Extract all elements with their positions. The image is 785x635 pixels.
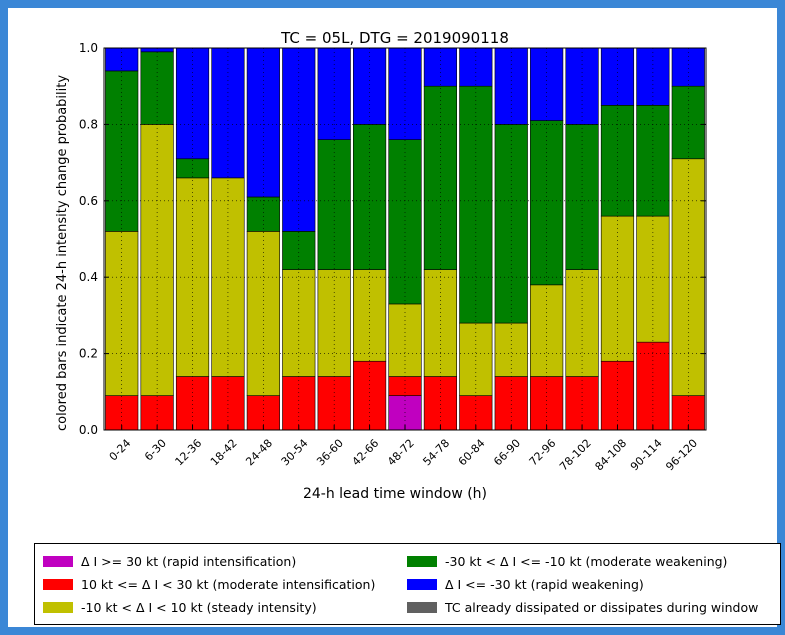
- bar-segment-mi-78-102: [565, 376, 599, 431]
- bar-segment-mi-84-108: [600, 360, 635, 431]
- x-tick-label: 6-30: [142, 437, 169, 464]
- y-tick-label: 0.2: [79, 347, 98, 361]
- bar-segment-si-72-96: [530, 284, 564, 377]
- legend-label: TC already dissipated or dissipates duri…: [445, 599, 759, 615]
- legend-swatch: [43, 578, 73, 590]
- legend-swatch: [407, 601, 437, 613]
- x-tick-label: 84-108: [593, 437, 630, 474]
- legend-item-rapid-weakening: Δ I <= -30 kt (rapid weakening): [407, 576, 644, 592]
- bar-segment-mw-54-78: [423, 85, 457, 270]
- bar-segment-rw-36-60: [317, 47, 351, 140]
- x-tick-label: 78-102: [557, 437, 594, 474]
- x-tick-label: 24-48: [243, 437, 275, 469]
- x-tick-label: 42-66: [350, 437, 382, 469]
- bar-segment-rw-60-84: [459, 47, 493, 87]
- bar-segment-si-60-84: [459, 322, 493, 396]
- x-tick-label: 30-54: [279, 437, 311, 469]
- bar-segment-rw-54-78: [423, 47, 457, 87]
- legend-label: -10 kt < Δ I < 10 kt (steady intensity): [81, 599, 317, 615]
- x-tick-label: 60-84: [456, 437, 488, 469]
- legend-item-rapid-intensification: Δ I >= 30 kt (rapid intensification): [43, 553, 296, 569]
- x-tick-label: 36-60: [314, 437, 346, 469]
- bar-segment-mw-96-120: [671, 85, 705, 160]
- bar-segment-mw-0-24: [105, 70, 139, 232]
- x-tick-label: 66-90: [491, 437, 523, 469]
- legend-swatch: [43, 601, 73, 613]
- legend-swatch: [407, 578, 437, 590]
- bar-segment-mi-12-36: [175, 376, 210, 431]
- x-tick-label: 90-114: [628, 437, 665, 474]
- legend-item-dissipated: TC already dissipated or dissipates duri…: [407, 599, 758, 615]
- x-tick-label: 48-72: [385, 437, 417, 469]
- bar-segment-si-0-24: [105, 231, 139, 396]
- y-tick-label: 0.8: [79, 117, 98, 131]
- bar-segment-mi-30-54: [282, 376, 316, 431]
- x-tick-label: 18-42: [208, 437, 240, 469]
- bar-segment-mw-66-90: [494, 124, 528, 324]
- bar-segment-rw-24-48: [246, 47, 280, 198]
- legend-item-moderate-weakening: -30 kt < Δ I <= -10 kt (moderate weakeni…: [407, 553, 727, 569]
- legend-item-moderate-intensification: 10 kt <= Δ I < 30 kt (moderate intensifi…: [43, 576, 375, 592]
- y-axis-label: colored bars indicate 24-h intensity cha…: [55, 75, 70, 431]
- bar-segment-si-90-114: [636, 215, 670, 343]
- x-tick-label: 12-36: [173, 437, 205, 469]
- y-tick-label: 1.0: [79, 41, 98, 55]
- legend-item-steady-intensity: -10 kt < Δ I < 10 kt (steady intensity): [43, 599, 317, 615]
- bar-segment-rw-30-54: [282, 47, 316, 232]
- bar-segment-mi-36-60: [317, 376, 351, 431]
- x-tick-label: 96-120: [663, 437, 700, 474]
- bar-segment-mi-54-78: [423, 376, 457, 431]
- grid-layer: [104, 48, 706, 430]
- bar-segment-mw-24-48: [246, 196, 280, 232]
- bar-segment-mi-42-66: [352, 360, 387, 431]
- legend-swatch: [43, 555, 73, 567]
- bar-segment-si-42-66: [352, 269, 387, 362]
- bar-segment-si-24-48: [246, 231, 280, 396]
- bar-segment-mi-66-90: [494, 376, 528, 431]
- bar-segment-rw-0-24: [105, 47, 139, 72]
- y-tick-label: 0.0: [79, 423, 98, 437]
- chart: TC = 05L, DTG = 2019090118 colored bars …: [55, 29, 707, 502]
- legend-label: -30 kt < Δ I <= -10 kt (moderate weakeni…: [445, 553, 728, 569]
- legend-label: Δ I >= 30 kt (rapid intensification): [81, 553, 297, 569]
- bar-segment-rw-48-72: [388, 47, 422, 140]
- x-axis-label: 24-h lead time window (h): [303, 486, 487, 502]
- legend-label: Δ I <= -30 kt (rapid weakening): [445, 576, 644, 592]
- x-tick-label: 54-78: [420, 437, 452, 469]
- y-tick-label: 0.4: [79, 270, 98, 284]
- chart-title: TC = 05L, DTG = 2019090118: [280, 29, 509, 47]
- y-tick-label: 0.6: [79, 194, 98, 208]
- figure-frame: TC = 05L, DTG = 2019090118 colored bars …: [8, 8, 781, 627]
- bar-segment-mw-30-54: [282, 231, 316, 270]
- legend-swatch: [407, 555, 437, 567]
- x-ticks: 0-24 6-30 12-36 18-42 24-48 30-54 36-60 42-66 48…: [107, 425, 700, 473]
- legend-label: 10 kt <= Δ I < 30 kt (moderate intensifi…: [81, 576, 376, 592]
- bar-segment-mw-72-96: [530, 120, 564, 286]
- bar-segment-si-66-90: [494, 322, 528, 377]
- x-tick-label: 0-24: [107, 437, 134, 464]
- bar-segment-si-30-54: [282, 269, 316, 377]
- bar-segment-si-18-42: [211, 177, 245, 377]
- y-ticks: 0.0 0.2 0.4 0.6 0.8 1.0: [79, 41, 706, 437]
- legend: Δ I >= 30 kt (rapid intensification) 10 …: [34, 543, 781, 625]
- x-tick-label: 72-96: [527, 437, 559, 469]
